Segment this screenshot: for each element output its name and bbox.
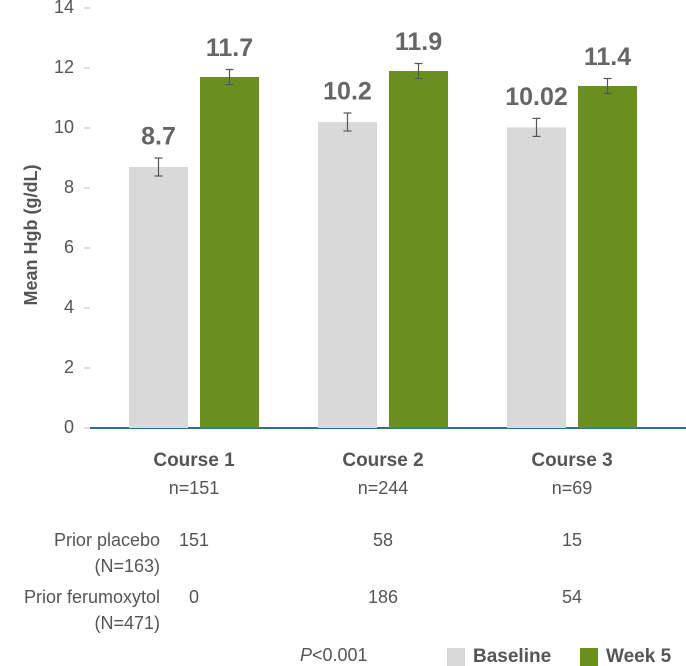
y-tick-label: 4 — [64, 297, 74, 317]
category-note: n=244 — [358, 478, 409, 498]
table-cell: 15 — [562, 530, 582, 550]
row-label: Prior ferumoxytol — [24, 587, 160, 607]
bar — [318, 122, 377, 428]
value-label: 11.9 — [395, 28, 442, 56]
bar — [507, 127, 566, 429]
footnote-italic: P — [300, 645, 312, 665]
category-note: n=69 — [552, 478, 593, 498]
x-tick-label: Course 3 — [531, 450, 612, 471]
category-note: n=151 — [169, 478, 220, 498]
value-label: 10.02 — [505, 83, 568, 111]
table-cell: 0 — [189, 587, 199, 607]
bar — [578, 86, 637, 428]
table-cell: 58 — [373, 530, 393, 550]
y-tick-label: 2 — [64, 357, 74, 377]
y-axis-label: Mean Hgb (g/dL) — [21, 165, 41, 306]
row-label: Prior placebo — [54, 530, 160, 550]
table-cell: 186 — [368, 587, 398, 607]
y-tick-label: 10 — [54, 117, 74, 137]
y-tick-label: 14 — [54, 0, 74, 17]
y-tick-label: 6 — [64, 237, 74, 257]
footnote-text: <0.001 — [312, 645, 368, 665]
legend-label: Week 5 — [606, 646, 672, 666]
y-tick-label: 0 — [64, 417, 74, 437]
value-label: 8.7 — [141, 123, 176, 151]
value-label: 10.2 — [323, 78, 372, 106]
table-cell: 54 — [562, 587, 582, 607]
value-label: 11.4 — [584, 43, 631, 71]
legend-label: Baseline — [473, 646, 551, 666]
x-tick-label: Course 2 — [342, 450, 423, 471]
y-tick-label: 12 — [54, 57, 74, 77]
bar — [200, 77, 259, 428]
footnote: P<0.001 — [300, 645, 368, 665]
legend-swatch — [580, 648, 598, 666]
value-label: 11.7 — [206, 34, 253, 62]
legend-swatch — [447, 648, 465, 666]
table-cell: 151 — [179, 530, 209, 550]
bar — [129, 167, 188, 428]
row-sublabel: (N=471) — [94, 613, 160, 633]
x-tick-label: Course 1 — [153, 450, 235, 471]
bar — [389, 71, 448, 428]
row-sublabel: (N=163) — [94, 556, 160, 576]
y-tick-label: 8 — [64, 177, 74, 197]
